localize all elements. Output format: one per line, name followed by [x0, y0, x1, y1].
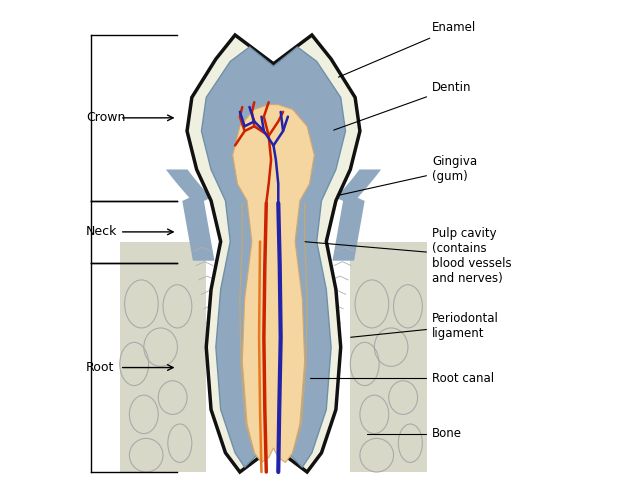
Polygon shape [187, 35, 360, 472]
Polygon shape [332, 170, 381, 261]
Text: Gingiva
(gum): Gingiva (gum) [339, 156, 477, 195]
Polygon shape [201, 47, 345, 467]
Bar [350, 242, 427, 472]
Bar [120, 242, 206, 472]
Text: Pulp cavity
(contains
blood vessels
and nerves): Pulp cavity (contains blood vessels and … [305, 227, 512, 285]
Text: Crown: Crown [86, 112, 125, 124]
Text: Neck: Neck [86, 226, 118, 239]
Text: Root canal: Root canal [310, 372, 494, 385]
Text: Dentin: Dentin [334, 81, 471, 130]
Text: Periodontal
ligament: Periodontal ligament [350, 312, 499, 340]
Polygon shape [233, 105, 314, 462]
Text: Enamel: Enamel [338, 21, 476, 77]
Text: Bone: Bone [368, 427, 462, 440]
Polygon shape [166, 170, 215, 261]
Text: Root: Root [86, 361, 114, 374]
